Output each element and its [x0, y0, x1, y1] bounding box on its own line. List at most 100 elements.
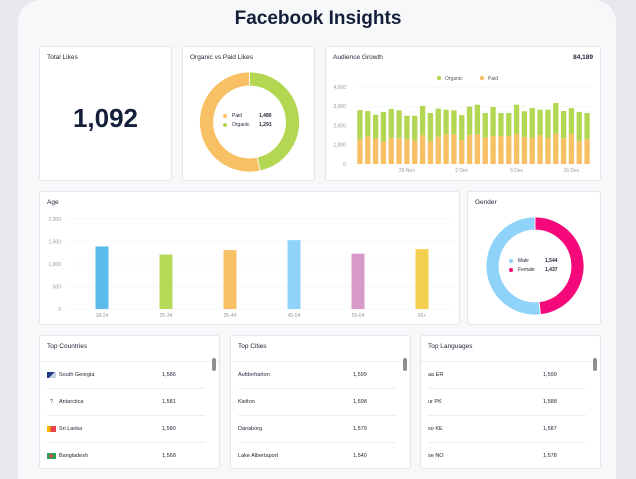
list-item[interactable]: Lake Albertaport 1,540: [238, 443, 396, 468]
bar-organic[interactable]: [427, 112, 434, 142]
donut-slice-paid[interactable]: [199, 71, 261, 173]
age-bar-18-24[interactable]: [95, 246, 109, 309]
bar-organic[interactable]: [419, 105, 426, 136]
bar-organic[interactable]: [365, 111, 371, 137]
bar-paid[interactable]: [427, 141, 434, 164]
bar-paid[interactable]: [545, 138, 551, 164]
list-item[interactable]: se NO 1,578: [428, 443, 586, 468]
bar-organic[interactable]: [545, 109, 551, 139]
list-item[interactable]: Sri Lanka 1,580: [47, 416, 205, 443]
bar-paid[interactable]: [537, 135, 543, 164]
bar-organic[interactable]: [404, 115, 410, 140]
bar-paid[interactable]: [474, 134, 481, 164]
bar-organic[interactable]: [466, 106, 473, 136]
bar-paid[interactable]: [553, 133, 559, 164]
x-tick-label: 25-34: [160, 313, 173, 319]
donut-slice-male[interactable]: [485, 216, 541, 316]
bar-paid[interactable]: [365, 136, 371, 164]
bar-paid[interactable]: [419, 135, 426, 164]
scrollbar-thumb[interactable]: [212, 358, 216, 371]
bar-organic[interactable]: [443, 109, 449, 135]
bar-organic[interactable]: [490, 107, 496, 137]
list-item[interactable]: ur PK 1,588: [428, 389, 586, 416]
bar-paid[interactable]: [443, 134, 449, 164]
bar-organic[interactable]: [474, 104, 481, 135]
bar-paid[interactable]: [451, 134, 457, 164]
bar-organic[interactable]: [537, 109, 543, 136]
bar-paid[interactable]: [482, 137, 488, 164]
bar-organic[interactable]: [560, 111, 567, 139]
bar-organic[interactable]: [435, 108, 441, 137]
legend-label: Paid: [232, 112, 243, 119]
list-item[interactable]: Danaborg 1,579: [238, 416, 396, 443]
bar-paid[interactable]: [396, 138, 402, 164]
bar-paid[interactable]: [466, 135, 473, 164]
bar-paid[interactable]: [529, 138, 535, 164]
bar-organic[interactable]: [459, 115, 465, 141]
bar-organic[interactable]: [357, 110, 363, 140]
bar-paid[interactable]: [568, 134, 575, 164]
list-item[interactable]: aa ER 1,599: [428, 362, 586, 389]
bar-organic[interactable]: [498, 112, 504, 137]
y-tick-label: 500: [53, 284, 62, 290]
bar-paid[interactable]: [584, 139, 590, 164]
bar-paid[interactable]: [459, 140, 465, 164]
country-name: South Georgia: [59, 372, 95, 378]
bar-paid[interactable]: [388, 138, 394, 164]
scrollbar-thumb[interactable]: [593, 358, 597, 371]
age-bar-45-54[interactable]: [287, 240, 301, 309]
bar-paid[interactable]: [412, 140, 418, 164]
bar-organic[interactable]: [568, 108, 575, 135]
age-bar-55-64[interactable]: [351, 253, 365, 309]
bar-paid[interactable]: [380, 141, 387, 164]
bar-paid[interactable]: [560, 138, 567, 164]
age-bar-65+[interactable]: [415, 249, 429, 309]
bar-organic[interactable]: [576, 112, 582, 142]
bar-organic[interactable]: [513, 104, 520, 135]
bar-organic[interactable]: [396, 110, 402, 139]
female-dot-icon: [509, 267, 513, 272]
list-item[interactable]: South Georgia 1,586: [47, 362, 205, 389]
bar-paid[interactable]: [490, 136, 496, 164]
bar-paid[interactable]: [357, 139, 363, 164]
bar-organic[interactable]: [380, 112, 387, 142]
bar-organic[interactable]: [482, 112, 488, 138]
legend-dot-organic: [436, 75, 442, 81]
language-value: 1,588: [543, 399, 557, 405]
bar-organic[interactable]: [388, 108, 394, 139]
bar-paid[interactable]: [498, 136, 504, 164]
city-name: Danaborg: [238, 426, 263, 432]
bar-paid[interactable]: [435, 136, 441, 164]
bar-organic[interactable]: [521, 111, 528, 137]
list-item[interactable]: so KE 1,587: [428, 416, 586, 443]
list-item[interactable]: ? Antarctica 1,581: [47, 389, 205, 416]
bar-paid[interactable]: [576, 141, 582, 164]
list-item[interactable]: Bangladesh 1,568: [47, 443, 205, 468]
bar-paid[interactable]: [513, 134, 520, 164]
gender-card: Gender Male 1,544 Female 1,437: [467, 191, 601, 325]
list-item[interactable]: Aufderharton 1,599: [238, 362, 396, 389]
bar-organic[interactable]: [553, 102, 559, 134]
bar-paid[interactable]: [506, 136, 512, 164]
bar-paid[interactable]: [521, 136, 528, 164]
bar-paid[interactable]: [404, 139, 410, 164]
bar-organic[interactable]: [372, 114, 379, 139]
list-header: [231, 336, 410, 362]
top-countries-card: Top Countries South Georgia 1,586 ? Anta…: [39, 335, 220, 469]
language-name: ur PK: [428, 399, 442, 405]
bar-organic[interactable]: [412, 115, 418, 141]
legend-label: Male: [518, 257, 529, 264]
card-title: Organic vs Paid Likes: [190, 54, 253, 61]
scrollbar-thumb[interactable]: [403, 358, 407, 371]
list-item[interactable]: Kielton 1,598: [238, 389, 396, 416]
total-likes-value: 1,092: [72, 103, 139, 133]
bar-paid[interactable]: [372, 138, 379, 164]
age-bar-25-34[interactable]: [159, 254, 173, 309]
bar-organic[interactable]: [506, 112, 512, 137]
age-bar-35-44[interactable]: [223, 250, 237, 309]
bar-organic[interactable]: [451, 110, 457, 135]
bar-organic[interactable]: [529, 107, 535, 139]
legend-value: 1,291: [259, 121, 272, 128]
bar-organic[interactable]: [584, 112, 590, 140]
x-tick-label: 2 Dec: [455, 168, 469, 174]
